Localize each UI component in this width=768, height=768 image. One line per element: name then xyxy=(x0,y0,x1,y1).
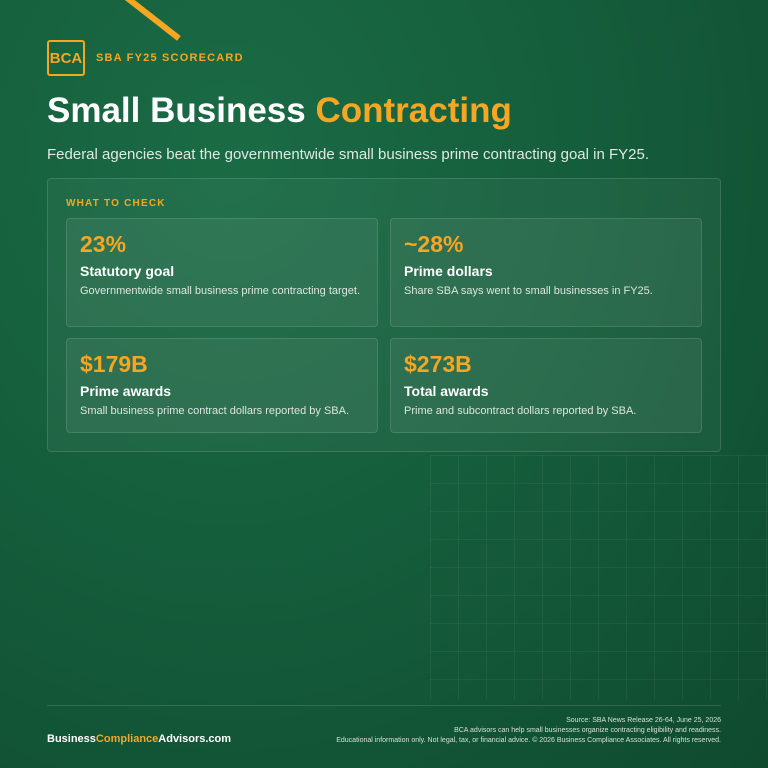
advisor-note: BCA advisors can help small businesses o… xyxy=(454,727,721,735)
footer-website[interactable]: BusinessComplianceAdvisors.com xyxy=(47,733,231,745)
source-note: Source: SBA News Release 26-64, June 25,… xyxy=(566,717,721,724)
title-main: Small Business xyxy=(47,91,306,130)
stat-title: Statutory goal xyxy=(80,263,175,280)
stat-value: 23% xyxy=(80,231,127,257)
footer-website-part2: Compliance xyxy=(95,733,159,745)
bca-logo: BCA xyxy=(47,40,85,76)
stat-card-prime-dollars: ~28% Prime dollars Share SBA says went t… xyxy=(390,218,702,327)
footer-website-part1: Business xyxy=(47,733,96,745)
footer-website-part3: Advisors.com xyxy=(158,733,232,745)
stat-title: Prime awards xyxy=(80,383,172,400)
stat-value: $273B xyxy=(404,351,472,377)
what-to-check-panel: WHAT TO CHECK 23% Statutory goal Governm… xyxy=(47,178,721,452)
title-highlight: Contracting xyxy=(315,91,512,130)
page-title: Small Business Contracting xyxy=(47,90,512,132)
stat-card-prime-awards: $179B Prime awards Small business prime … xyxy=(66,338,378,433)
stat-value: ~28% xyxy=(404,231,464,257)
scorecard-tag: SBA FY25 SCORECARD xyxy=(96,52,244,64)
stat-value: $179B xyxy=(80,351,148,377)
footer-notes: Source: SBA News Release 26-64, June 25,… xyxy=(336,716,721,746)
page-subtitle: Federal agencies beat the governmentwide… xyxy=(47,146,649,163)
stat-title: Total awards xyxy=(404,383,489,400)
brand-header: BCA SBA FY25 SCORECARD xyxy=(47,40,244,76)
footer-divider xyxy=(47,705,721,706)
panel-label: WHAT TO CHECK xyxy=(66,198,166,209)
stat-description: Share SBA says went to small businesses … xyxy=(404,285,653,298)
stat-description: Prime and subcontract dollars reported b… xyxy=(404,405,637,418)
stat-card-total-awards: $273B Total awards Prime and subcontract… xyxy=(390,338,702,433)
background-grid-pattern xyxy=(430,455,768,700)
stat-card-statutory-goal: 23% Statutory goal Governmentwide small … xyxy=(66,218,378,327)
accent-stripe xyxy=(106,0,181,41)
stat-title: Prime dollars xyxy=(404,263,493,280)
stat-description: Small business prime contract dollars re… xyxy=(80,405,350,418)
stat-description: Governmentwide small business prime cont… xyxy=(80,285,361,298)
disclaimer-note: Educational information only. Not legal,… xyxy=(336,737,721,745)
